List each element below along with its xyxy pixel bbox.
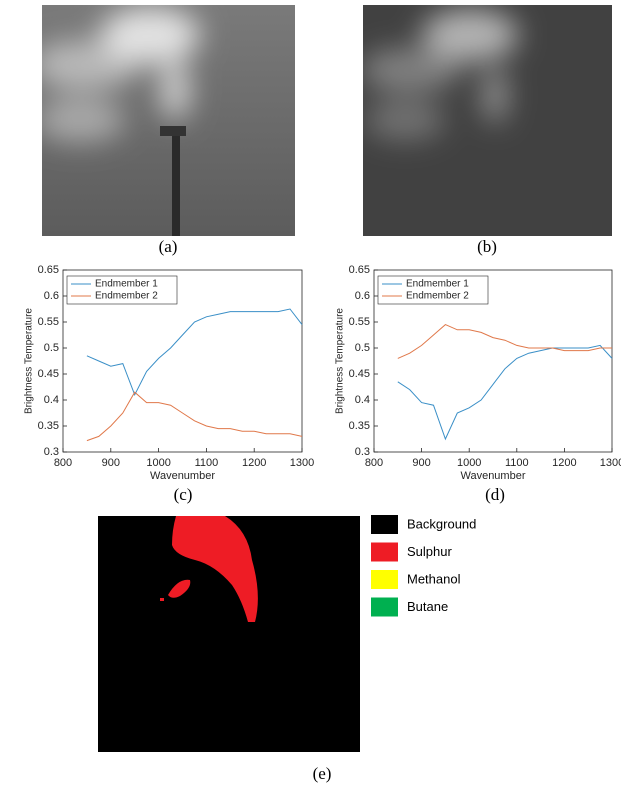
x-tick-label: 900: [412, 457, 430, 469]
y-axis-label: Brightness Temperature: [24, 308, 35, 414]
legend-label: Sulphur: [407, 544, 452, 559]
legend-label: Methanol: [407, 571, 461, 586]
x-tick-label: 800: [54, 457, 72, 469]
legend-label: Endmember 1: [95, 279, 158, 290]
y-tick-label: 0.55: [349, 316, 370, 328]
x-tick-label: 800: [365, 457, 383, 469]
legend-label: Butane: [407, 599, 448, 614]
y-axis-label: Brightness Temperature: [335, 308, 346, 414]
photo-a: [42, 5, 295, 236]
series-line: [397, 344, 613, 441]
legend-box: [377, 275, 489, 305]
y-tick-label: 0.6: [44, 290, 59, 302]
legend-swatch: [371, 542, 398, 562]
legend-label: Background: [407, 516, 476, 531]
series-line: [397, 324, 612, 359]
panel-label: (a): [159, 237, 178, 256]
x-tick-label: 1300: [290, 457, 314, 469]
photo-b: [363, 5, 612, 236]
y-tick-label: 0.45: [349, 368, 370, 380]
x-tick-label: 1000: [457, 457, 481, 469]
y-tick-label: 0.3: [44, 446, 59, 458]
legend-label: Endmember 2: [95, 291, 158, 302]
legend-label: Endmember 2: [406, 291, 469, 302]
y-tick-label: 0.45: [38, 368, 59, 380]
series-line: [86, 391, 303, 442]
x-tick-label: 1200: [552, 457, 576, 469]
y-tick-label: 0.4: [44, 394, 59, 406]
legend-swatch: [371, 597, 398, 617]
panel-label: (d): [485, 485, 505, 504]
x-tick-label: 1200: [242, 457, 266, 469]
segmentation-map: [98, 516, 360, 752]
x-tick-label: 1100: [505, 457, 529, 469]
legend-swatch: [371, 570, 398, 589]
x-axis-label: Wavenumber: [150, 470, 215, 482]
x-tick-label: 1300: [600, 457, 621, 469]
panel-label: (b): [477, 237, 497, 256]
x-tick-label: 900: [102, 457, 120, 469]
y-tick-label: 0.55: [38, 316, 59, 328]
panel-label: (c): [174, 485, 193, 504]
panel-label: (e): [313, 764, 332, 783]
y-tick-label: 0.4: [355, 394, 370, 406]
legend-box: [66, 275, 178, 305]
x-tick-label: 1000: [146, 457, 170, 469]
y-tick-label: 0.65: [38, 264, 59, 276]
y-tick-label: 0.5: [355, 342, 370, 354]
series-line: [86, 308, 303, 397]
y-tick-label: 0.35: [38, 420, 59, 432]
y-tick-label: 0.3: [355, 446, 370, 458]
y-tick-label: 0.5: [44, 342, 59, 354]
y-tick-label: 0.6: [355, 290, 370, 302]
x-axis-label: Wavenumber: [460, 470, 525, 482]
y-tick-label: 0.35: [349, 420, 370, 432]
x-tick-label: 1100: [195, 457, 219, 469]
legend-label: Endmember 1: [406, 279, 469, 290]
legend-swatch: [371, 515, 398, 534]
y-tick-label: 0.65: [349, 264, 370, 276]
